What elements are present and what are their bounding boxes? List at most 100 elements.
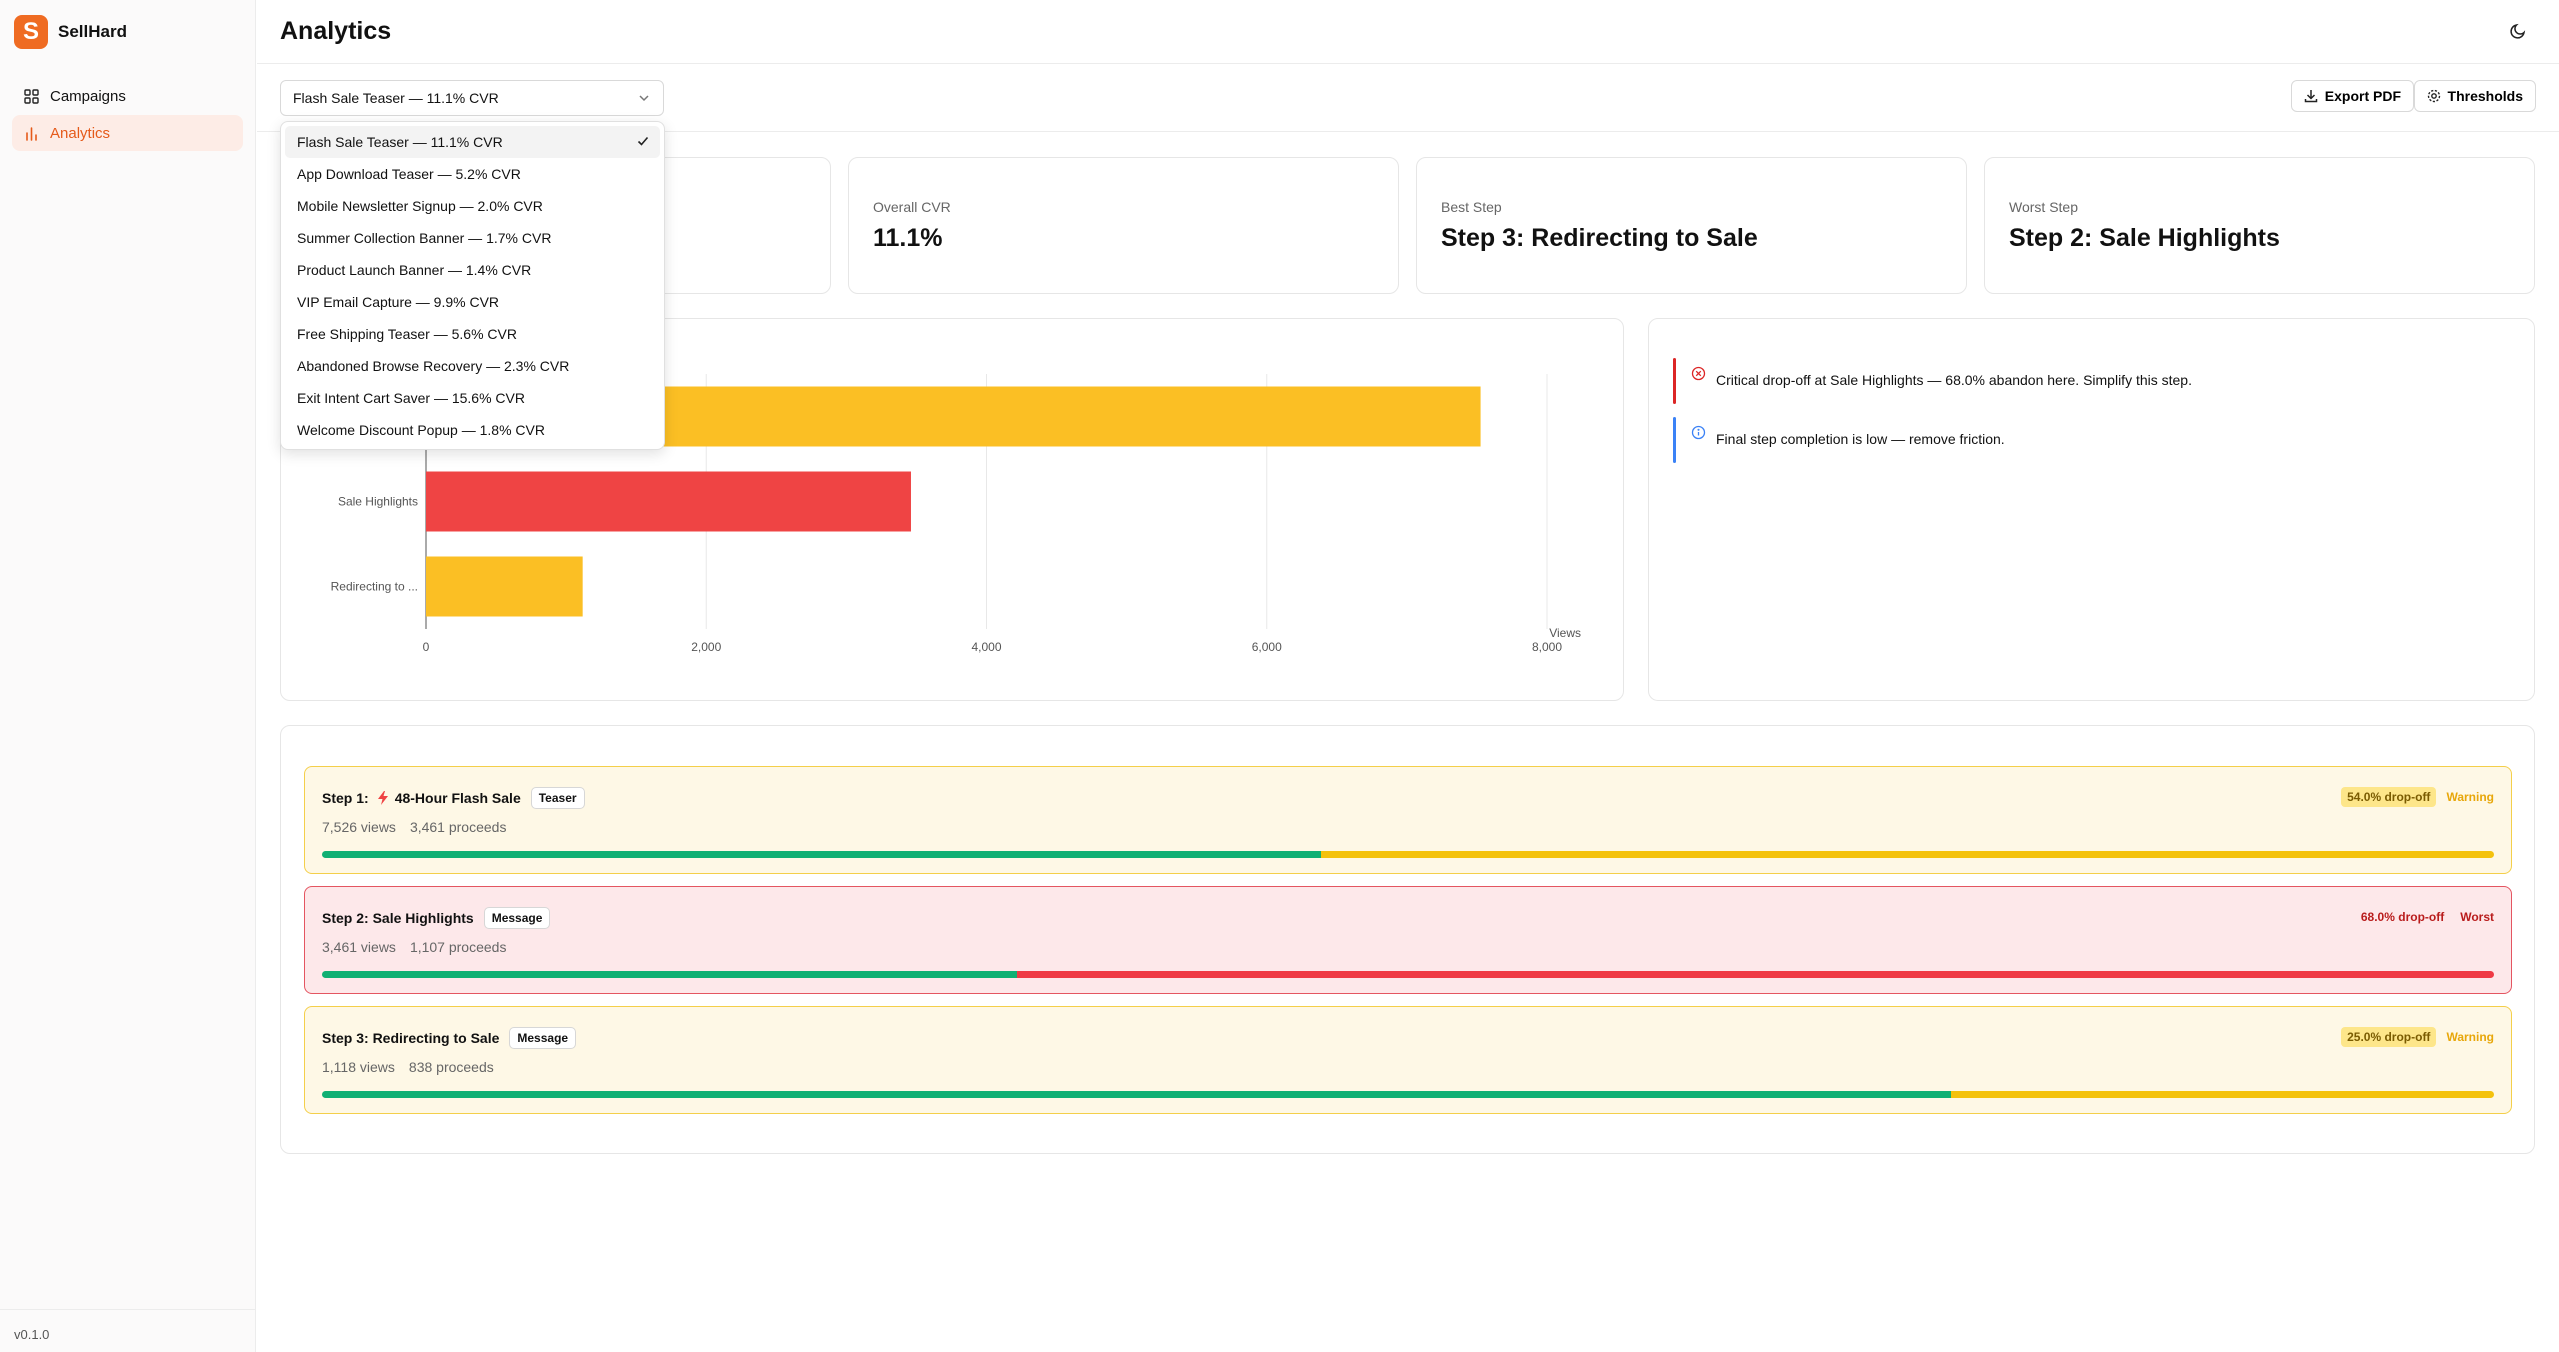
sidebar-nav: Campaigns Analytics <box>0 64 255 151</box>
chevron-down-icon <box>637 91 651 108</box>
dropdown-option[interactable]: Summer Collection Banner — 1.7% CVR <box>285 222 660 254</box>
step-title: Step 2: Sale Highlights Message <box>322 907 551 929</box>
export-pdf-button[interactable]: Export PDF <box>2290 80 2414 112</box>
dropdown-option[interactable]: Flash Sale Teaser — 11.1% CVR <box>285 126 660 158</box>
x-axis-label: Views <box>1549 626 1581 640</box>
bar-chart-icon <box>24 125 40 141</box>
campaign-select-value: Flash Sale Teaser — 11.1% CVR <box>293 90 499 106</box>
download-icon <box>2304 90 2318 103</box>
option-label: Flash Sale Teaser — 11.1% CVR <box>297 134 503 150</box>
moon-icon[interactable] <box>2509 22 2529 42</box>
status-label: Warning <box>2446 1030 2494 1044</box>
step-metrics: 7,526 views 3,461 proceeds <box>322 819 506 835</box>
dropdown-option[interactable]: Product Launch Banner — 1.4% CVR <box>285 254 660 286</box>
stat-card-best-step: Best Step Step 3: Redirecting to Sale <box>1416 157 1967 294</box>
option-label: Abandoned Browse Recovery — 2.3% CVR <box>297 358 570 374</box>
dropdown-option[interactable]: VIP Email Capture — 9.9% CVR <box>285 286 660 318</box>
option-label: Welcome Discount Popup — 1.8% CVR <box>297 422 545 438</box>
step-proceeds: 3,461 proceeds <box>409 819 507 835</box>
check-icon <box>636 134 650 151</box>
x-tick-label: 4,000 <box>971 640 1001 654</box>
funnel-step-1[interactable]: Step 1: 48-Hour Flash Sale Teaser 7,526 … <box>304 766 2512 874</box>
insight-accent-bar <box>1673 358 1676 404</box>
stat-card-overall-cvr: Overall CVR 11.1% <box>848 157 1399 294</box>
option-label: Product Launch Banner — 1.4% CVR <box>297 262 532 278</box>
option-label: Mobile Newsletter Signup — 2.0% CVR <box>297 198 543 214</box>
option-label: App Download Teaser — 5.2% CVR <box>297 166 521 182</box>
funnel-step-2[interactable]: Step 2: Sale Highlights Message 3,461 vi… <box>304 886 2512 994</box>
step-type-tag: Teaser <box>530 787 585 809</box>
dropdown-option[interactable]: Welcome Discount Popup — 1.8% CVR <box>285 414 660 446</box>
status-label: Warning <box>2446 790 2494 804</box>
option-label: Free Shipping Teaser — 5.6% CVR <box>297 326 517 342</box>
insight-text: Critical drop-off at Sale Highlights — 6… <box>1716 372 2192 388</box>
category-label: Sale Highlights <box>338 495 418 509</box>
stat-label: Worst Step <box>2009 199 2078 215</box>
sidebar-item-campaigns[interactable]: Campaigns <box>12 78 243 114</box>
bar <box>426 556 583 617</box>
sidebar: S SellHard Campaigns Analytics v0.1.0 <box>0 0 256 1352</box>
insight-text: Final step completion is low — remove fr… <box>1716 431 2005 447</box>
step-title: Step 3: Redirecting to Sale Message <box>322 1027 577 1049</box>
gear-icon <box>2427 89 2440 103</box>
page-header: Analytics <box>257 0 2559 64</box>
x-tick-label: 0 <box>423 640 430 654</box>
step-title: Step 1: 48-Hour Flash Sale Teaser <box>322 787 585 809</box>
campaign-select[interactable]: Flash Sale Teaser — 11.1% CVR <box>280 80 664 116</box>
thresholds-label: Thresholds <box>2447 88 2523 104</box>
dropoff-badge: 25.0% drop-off <box>2341 1027 2437 1047</box>
dropdown-option[interactable]: Abandoned Browse Recovery — 2.3% CVR <box>285 350 660 382</box>
step-views: 1,118 views <box>322 1059 395 1075</box>
sidebar-item-analytics[interactable]: Analytics <box>12 115 243 151</box>
sellhard-logo: S <box>14 15 48 49</box>
step-number: Step 1: <box>322 790 369 806</box>
insight-info: Final step completion is low — remove fr… <box>1673 417 2553 463</box>
step-number: Step 3: Redirecting to Sale <box>322 1030 500 1046</box>
step-type-tag: Message <box>483 907 551 929</box>
stat-value: Step 2: Sale Highlights <box>2009 224 2280 252</box>
insights-card: Critical drop-off at Sale Highlights — 6… <box>1648 318 2535 701</box>
funnel-step-3[interactable]: Step 3: Redirecting to Sale Message 1,11… <box>304 1006 2512 1114</box>
x-circle-icon <box>1691 366 1706 380</box>
step-status: 68.0% drop-off Worst <box>2355 907 2494 927</box>
category-label: Redirecting to ... <box>331 580 418 594</box>
step-progress-bar <box>322 851 2494 858</box>
option-label: VIP Email Capture — 9.9% CVR <box>297 294 500 310</box>
dropoff-fill <box>1321 851 2494 858</box>
step-metrics: 1,118 views 838 proceeds <box>322 1059 494 1075</box>
x-tick-label: 6,000 <box>1252 640 1282 654</box>
sidebar-item-label: Campaigns <box>50 87 126 105</box>
option-label: Exit Intent Cart Saver — 15.6% CVR <box>297 390 525 406</box>
step-name: 48-Hour Flash Sale <box>394 790 521 806</box>
stat-label: Overall CVR <box>873 199 951 215</box>
step-views: 7,526 views <box>322 819 396 835</box>
dropdown-option[interactable]: App Download Teaser — 5.2% CVR <box>285 158 660 190</box>
step-status: 25.0% drop-off Warning <box>2341 1027 2494 1047</box>
insight-critical: Critical drop-off at Sale Highlights — 6… <box>1673 358 2553 404</box>
step-progress-bar <box>322 971 2494 978</box>
campaign-dropdown-menu: Flash Sale Teaser — 11.1% CVR App Downlo… <box>280 121 665 450</box>
proceed-fill <box>322 1091 1951 1098</box>
thresholds-button[interactable]: Thresholds <box>2413 80 2536 112</box>
dropoff-fill <box>1017 971 2494 978</box>
proceed-fill <box>322 971 1018 978</box>
step-number: Step 2: Sale Highlights <box>322 910 474 926</box>
insight-accent-bar <box>1673 417 1676 463</box>
bar <box>426 471 911 532</box>
info-icon <box>1691 425 1706 439</box>
step-status: 54.0% drop-off Warning <box>2341 787 2494 807</box>
dropdown-option[interactable]: Mobile Newsletter Signup — 2.0% CVR <box>285 190 660 222</box>
app-version: v0.1.0 <box>14 1327 50 1342</box>
dropdown-option[interactable]: Exit Intent Cart Saver — 15.6% CVR <box>285 382 660 414</box>
lightning-icon <box>377 791 388 805</box>
brand[interactable]: S SellHard <box>0 0 255 64</box>
step-progress-bar <box>322 1091 2494 1098</box>
page-title: Analytics <box>280 17 392 45</box>
option-label: Summer Collection Banner — 1.7% CVR <box>297 230 552 246</box>
toolbar: Flash Sale Teaser — 11.1% CVR Export PDF… <box>257 65 2559 132</box>
dropdown-option[interactable]: Free Shipping Teaser — 5.6% CVR <box>285 318 660 350</box>
step-proceeds: 1,107 proceeds <box>409 939 507 955</box>
app-name: SellHard <box>58 22 127 41</box>
x-tick-label: 8,000 <box>1532 640 1562 654</box>
stat-value: 11.1% <box>873 224 943 252</box>
